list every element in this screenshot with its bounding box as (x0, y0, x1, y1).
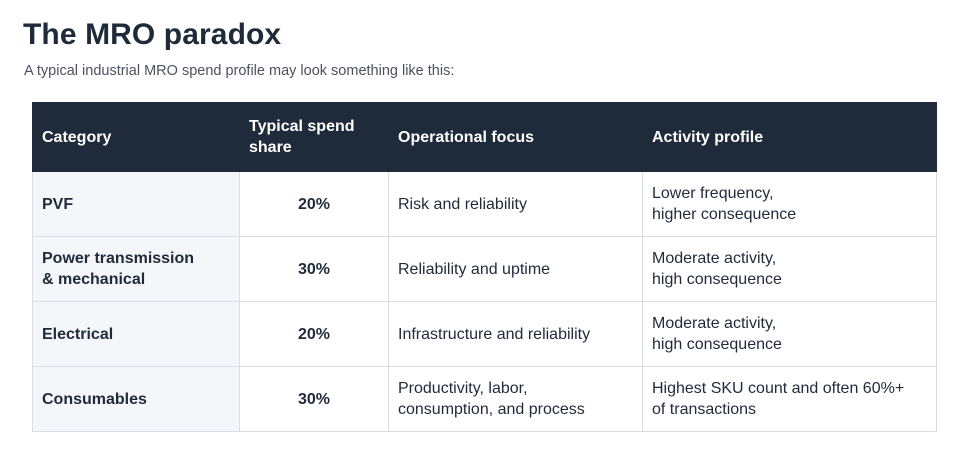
header-spend-share-line: share (249, 139, 292, 156)
activity-text: Moderate activity, (652, 315, 777, 332)
activity-text: of transactions (652, 401, 757, 418)
focus-text: Productivity, labor, (398, 380, 528, 397)
mro-spend-table: Category Typical spend share Operational… (32, 102, 937, 432)
activity-text: Lower frequency, (652, 185, 774, 202)
header-activity-profile: Activity profile (642, 102, 937, 172)
activity-text: Moderate activity, (652, 250, 777, 267)
spend-share-cell: 30% (239, 236, 389, 302)
activity-profile-cell: Moderate activity, high consequence (642, 236, 937, 302)
table-header: Category Typical spend share Operational… (32, 102, 937, 172)
category-text: & mechanical (42, 271, 146, 288)
operational-focus-cell: Productivity, labor, consumption, and pr… (388, 366, 643, 432)
spend-share-cell: 30% (239, 366, 389, 432)
header-row: Category Typical spend share Operational… (32, 102, 937, 172)
category-cell: Electrical (32, 301, 240, 367)
category-cell: Consumables (32, 366, 240, 432)
page-title: The MRO paradox (23, 18, 282, 51)
focus-text: Risk and reliability (398, 195, 527, 213)
header-operational-focus: Operational focus (388, 102, 643, 172)
operational-focus-cell: Infrastructure and reliability (388, 301, 643, 367)
category-text: Consumables (42, 390, 147, 408)
focus-text: consumption, and process (398, 401, 585, 418)
header-spend-share: Typical spend share (239, 102, 389, 172)
focus-text: Reliability and uptime (398, 260, 551, 278)
category-cell: Power transmission & mechanical (32, 236, 240, 302)
activity-text: high consequence (652, 271, 782, 288)
spend-share-cell: 20% (239, 171, 389, 237)
category-text: PVF (42, 195, 74, 213)
table-row: PVF 20% Risk and reliability Lower frequ… (32, 171, 937, 237)
activity-text: higher consequence (652, 206, 797, 223)
category-text: Power transmission (42, 250, 195, 267)
category-cell: PVF (32, 171, 240, 237)
operational-focus-cell: Risk and reliability (388, 171, 643, 237)
focus-text: Infrastructure and reliability (398, 325, 591, 343)
category-text: Electrical (42, 325, 114, 343)
spend-share-cell: 20% (239, 301, 389, 367)
activity-text: Highest SKU count and often 60%+ (652, 380, 905, 397)
header-spend-share-line: Typical spend (249, 118, 355, 135)
activity-profile-cell: Lower frequency, higher consequence (642, 171, 937, 237)
activity-profile-cell: Highest SKU count and often 60%+ of tran… (642, 366, 937, 432)
table-row: Electrical 20% Infrastructure and reliab… (32, 301, 937, 367)
activity-text: high consequence (652, 336, 782, 353)
page-subtitle: A typical industrial MRO spend profile m… (24, 63, 455, 79)
operational-focus-cell: Reliability and uptime (388, 236, 643, 302)
table-row: Power transmission & mechanical 30% Reli… (32, 236, 937, 302)
table-row: Consumables 30% Productivity, labor, con… (32, 366, 937, 432)
header-category: Category (32, 102, 240, 172)
activity-profile-cell: Moderate activity, high consequence (642, 301, 937, 367)
